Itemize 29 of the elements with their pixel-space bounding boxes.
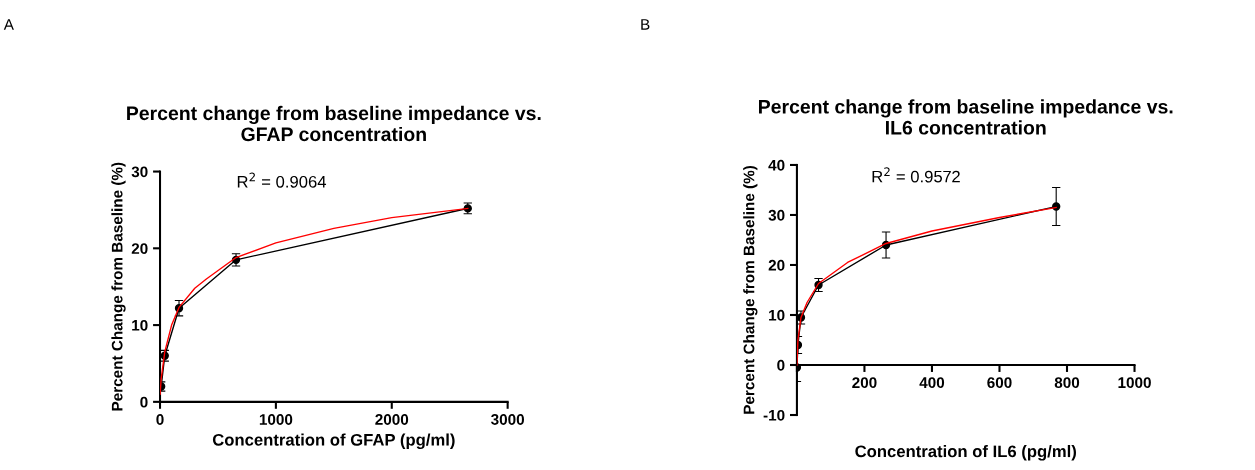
y-tick-label: 0 [140,396,148,408]
y-tick-label: 30 [768,209,785,221]
chart-title: Percent change from baseline impedance vs. IL6 concentration [759,99,1173,135]
x-tick-label: 2000 [375,414,409,425]
annotation: R$^{2}$ = 0.9572 [872,167,960,183]
text: B [641,19,650,30]
y-tick-label: 10 [769,309,785,321]
x-tick-label: 1000 [1118,377,1151,389]
y-tick-label: 20 [131,243,148,254]
x-tick-label: 600 [987,377,1012,389]
x-tick-label: 1000 [259,414,293,425]
x-axis-title: Concentration of IL6 (pg/ml) [855,445,1077,461]
y-tick-label: 30 [131,166,148,178]
annotation: R$^{2}$ = 0.9064 [237,172,327,188]
y-tick-label: 0 [777,359,785,371]
y-tick-label: 10 [132,319,148,331]
x-tick-label: 200 [852,377,877,389]
x-tick-label: 3000 [491,414,525,425]
y-tick-label: 20 [768,259,785,271]
y-axis-title: Percent Change from Baseline (%) [111,162,126,411]
y-tick-label: 40 [768,159,785,171]
y-axis-title: Percent Change from Baseline (%) [743,165,758,414]
x-axis-title: Concentration of GFAP (pg/ml) [212,433,455,450]
y-tick-label: -10 [763,409,785,421]
chart-title: Percent change from baseline impedance vs. GFAP concentration [127,105,541,142]
x-tick-label: 0 [156,414,164,425]
x-tick-label: 400 [919,377,945,389]
text: A [3,19,14,30]
x-tick-label: 800 [1054,377,1080,389]
